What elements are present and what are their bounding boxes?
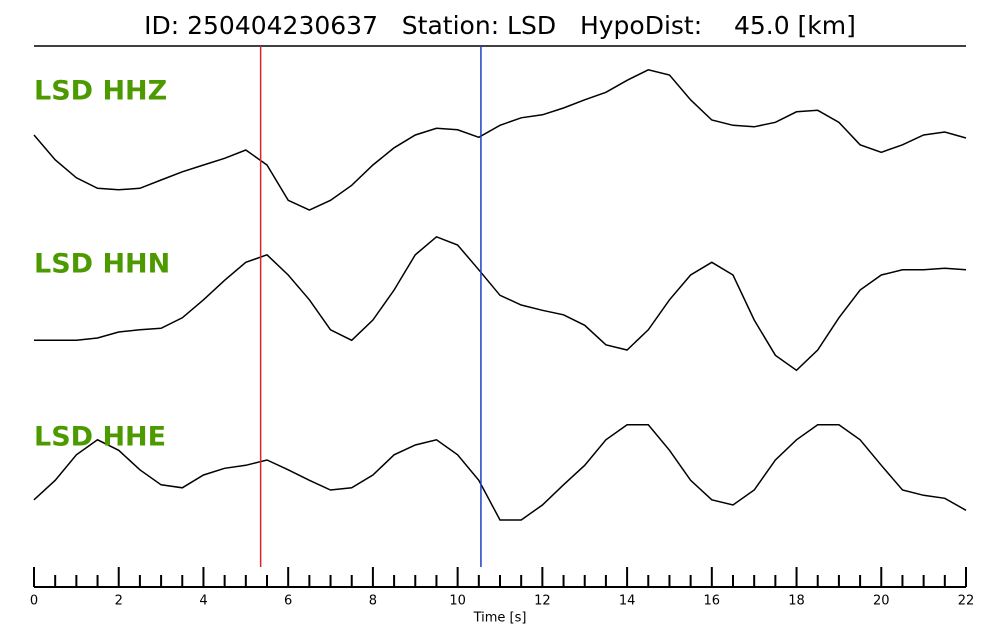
x-tick-label: 0: [30, 594, 38, 609]
trace: [33, 424, 967, 521]
x-tick-label: 16: [704, 594, 721, 609]
x-tick-label: 18: [788, 594, 805, 609]
x-tick-label: 22: [958, 594, 975, 609]
x-tick-label: 8: [369, 594, 377, 609]
x-tick-label: 2: [115, 594, 123, 609]
x-tick-label: 20: [873, 594, 890, 609]
chart-title: ID: 250404230637 Station: LSD HypoDist: …: [144, 11, 856, 40]
trace: [33, 69, 967, 211]
x-tick-label: 6: [284, 594, 292, 609]
trace: [34, 235, 967, 372]
x-tick-label: 4: [199, 594, 207, 609]
x-tick-label: 10: [449, 594, 466, 609]
x-tick-label: 12: [534, 594, 551, 609]
trace-label: LSD HHN: [34, 249, 170, 280]
x-tick-label: 14: [619, 594, 636, 609]
x-axis-label: Time [s]: [473, 611, 527, 626]
trace-label: LSD HHZ: [34, 76, 167, 107]
trace-label: LSD HHE: [34, 422, 166, 453]
